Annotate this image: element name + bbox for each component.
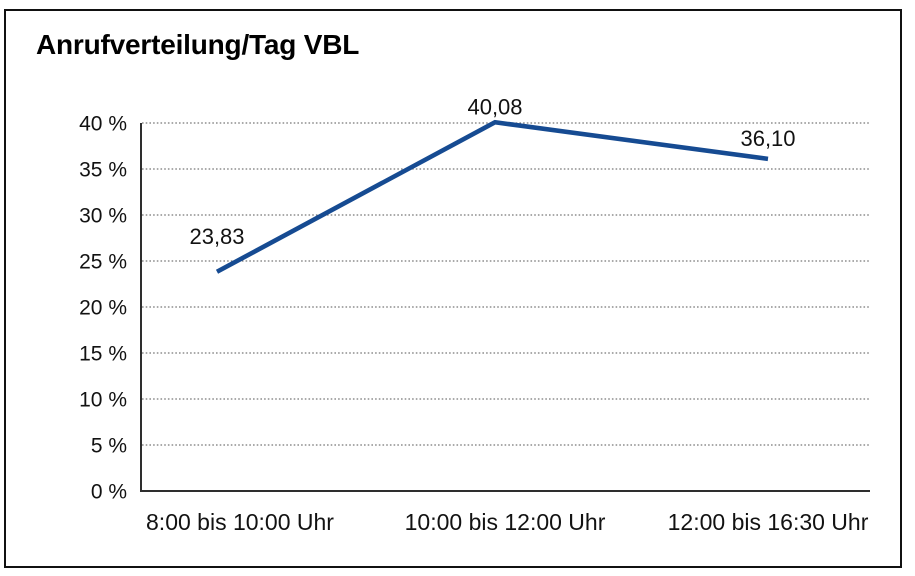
data-point-label: 40,08 [467, 94, 522, 119]
y-tick-label: 5 % [91, 435, 127, 458]
data-point-labels: 23,83 40,08 36,10 [189, 94, 795, 249]
y-tick-label: 40 % [79, 113, 127, 136]
y-tick-label: 35 % [79, 159, 127, 182]
x-category-label: 8:00 bis 10:00 Uhr [146, 509, 334, 535]
y-axis-tick-labels: 0 % 5 % 10 % 15 % 20 % 25 % 30 % 35 % 40 % [79, 113, 127, 504]
axes [140, 123, 870, 492]
chart-title: Anrufverteilung/Tag VBL [36, 29, 360, 60]
y-tick-label: 20 % [79, 297, 127, 320]
y-tick-label: 25 % [79, 251, 127, 274]
x-axis-category-labels: 8:00 bis 10:00 Uhr 10:00 bis 12:00 Uhr 12:… [146, 509, 869, 535]
chart-frame [4, 9, 902, 568]
y-tick-label: 10 % [79, 389, 127, 412]
y-tick-label: 30 % [79, 205, 127, 228]
data-point-label: 36,10 [740, 126, 795, 151]
data-series-line [215, 119, 769, 274]
x-category-label: 10:00 bis 12:00 Uhr [405, 509, 606, 535]
data-series [215, 119, 769, 274]
y-tick-label: 15 % [79, 343, 127, 366]
gridlines [142, 122, 870, 446]
x-category-label: 12:00 bis 16:30 Uhr [668, 509, 869, 535]
data-point-label: 23,83 [189, 224, 244, 249]
y-tick-label: 0 % [91, 481, 127, 504]
